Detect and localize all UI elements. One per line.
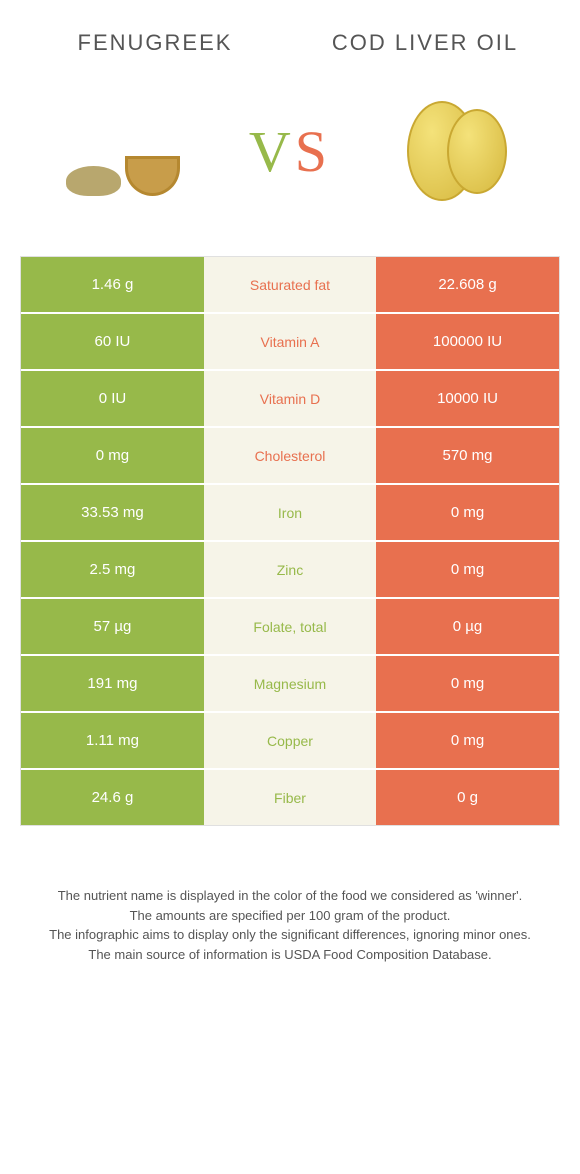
table-row: 0 mgCholesterol570 mg bbox=[21, 428, 559, 485]
footer-line: The amounts are specified per 100 gram o… bbox=[30, 906, 550, 926]
left-value: 0 mg bbox=[21, 428, 204, 483]
table-row: 24.6 gFiber0 g bbox=[21, 770, 559, 825]
left-value: 2.5 mg bbox=[21, 542, 204, 597]
nutrient-label: Cholesterol bbox=[204, 428, 376, 483]
nutrient-label: Magnesium bbox=[204, 656, 376, 711]
right-value: 0 µg bbox=[376, 599, 559, 654]
right-food-image bbox=[377, 91, 537, 211]
footer-line: The infographic aims to display only the… bbox=[30, 925, 550, 945]
vs-letter-v: V bbox=[249, 119, 295, 184]
right-value: 0 mg bbox=[376, 542, 559, 597]
table-row: 33.53 mgIron0 mg bbox=[21, 485, 559, 542]
right-value: 10000 IU bbox=[376, 371, 559, 426]
nutrient-label: Vitamin A bbox=[204, 314, 376, 369]
right-value: 0 mg bbox=[376, 485, 559, 540]
vs-label: VS bbox=[249, 118, 331, 185]
table-row: 2.5 mgZinc0 mg bbox=[21, 542, 559, 599]
right-value: 100000 IU bbox=[376, 314, 559, 369]
footer-line: The nutrient name is displayed in the co… bbox=[30, 886, 550, 906]
left-value: 1.46 g bbox=[21, 257, 204, 312]
table-row: 1.46 gSaturated fat22.608 g bbox=[21, 257, 559, 314]
nutrient-label: Saturated fat bbox=[204, 257, 376, 312]
table-row: 191 mgMagnesium0 mg bbox=[21, 656, 559, 713]
title-row: Fenugreek Cod liver oil bbox=[20, 30, 560, 56]
left-food-image bbox=[43, 91, 203, 211]
left-value: 60 IU bbox=[21, 314, 204, 369]
table-row: 1.11 mgCopper0 mg bbox=[21, 713, 559, 770]
nutrient-label: Zinc bbox=[204, 542, 376, 597]
left-value: 191 mg bbox=[21, 656, 204, 711]
images-row: VS bbox=[20, 76, 560, 226]
left-value: 24.6 g bbox=[21, 770, 204, 825]
table-row: 57 µgFolate, total0 µg bbox=[21, 599, 559, 656]
nutrient-table: 1.46 gSaturated fat22.608 g60 IUVitamin … bbox=[20, 256, 560, 826]
infographic-container: Fenugreek Cod liver oil VS 1.46 gSaturat… bbox=[0, 0, 580, 1004]
table-row: 0 IUVitamin D10000 IU bbox=[21, 371, 559, 428]
left-value: 1.11 mg bbox=[21, 713, 204, 768]
right-food-title: Cod liver oil bbox=[304, 30, 547, 56]
left-food-title: Fenugreek bbox=[34, 30, 277, 56]
nutrient-label: Folate, total bbox=[204, 599, 376, 654]
left-value: 0 IU bbox=[21, 371, 204, 426]
right-value: 0 mg bbox=[376, 656, 559, 711]
vs-letter-s: S bbox=[295, 119, 331, 184]
footer-line: The main source of information is USDA F… bbox=[30, 945, 550, 965]
nutrient-label: Fiber bbox=[204, 770, 376, 825]
nutrient-label: Vitamin D bbox=[204, 371, 376, 426]
footer-notes: The nutrient name is displayed in the co… bbox=[20, 886, 560, 964]
left-value: 33.53 mg bbox=[21, 485, 204, 540]
nutrient-label: Copper bbox=[204, 713, 376, 768]
nutrient-label: Iron bbox=[204, 485, 376, 540]
left-value: 57 µg bbox=[21, 599, 204, 654]
right-value: 22.608 g bbox=[376, 257, 559, 312]
right-value: 0 g bbox=[376, 770, 559, 825]
table-row: 60 IUVitamin A100000 IU bbox=[21, 314, 559, 371]
right-value: 570 mg bbox=[376, 428, 559, 483]
right-value: 0 mg bbox=[376, 713, 559, 768]
